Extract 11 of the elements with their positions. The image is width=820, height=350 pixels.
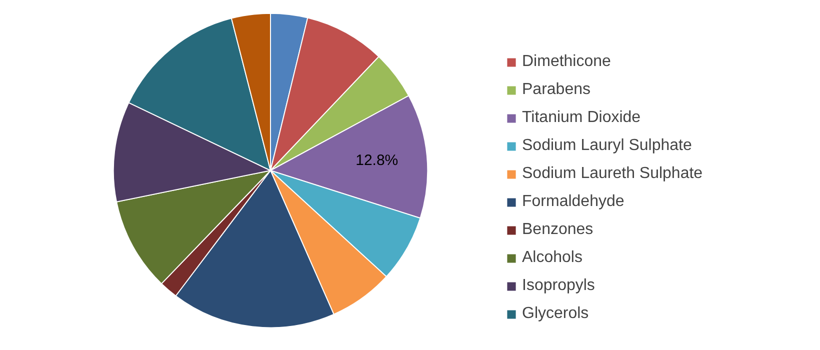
legend-label: Isopropyls	[522, 276, 595, 296]
data-label: 12.8%	[356, 152, 398, 169]
legend-label: Sodium Laureth Sulphate	[522, 164, 703, 184]
legend-label: Titanium Dioxide	[522, 108, 641, 128]
legend-label: Alcohols	[522, 248, 582, 268]
legend-label: Sodium Lauryl Sulphate	[522, 136, 692, 156]
legend-label: Parabens	[522, 80, 590, 100]
legend-label: Glycerols	[522, 304, 589, 324]
legend-label: Dimethicone	[522, 52, 611, 72]
legend-label: Formaldehyde	[522, 192, 624, 212]
legend-label: Benzones	[522, 220, 594, 240]
